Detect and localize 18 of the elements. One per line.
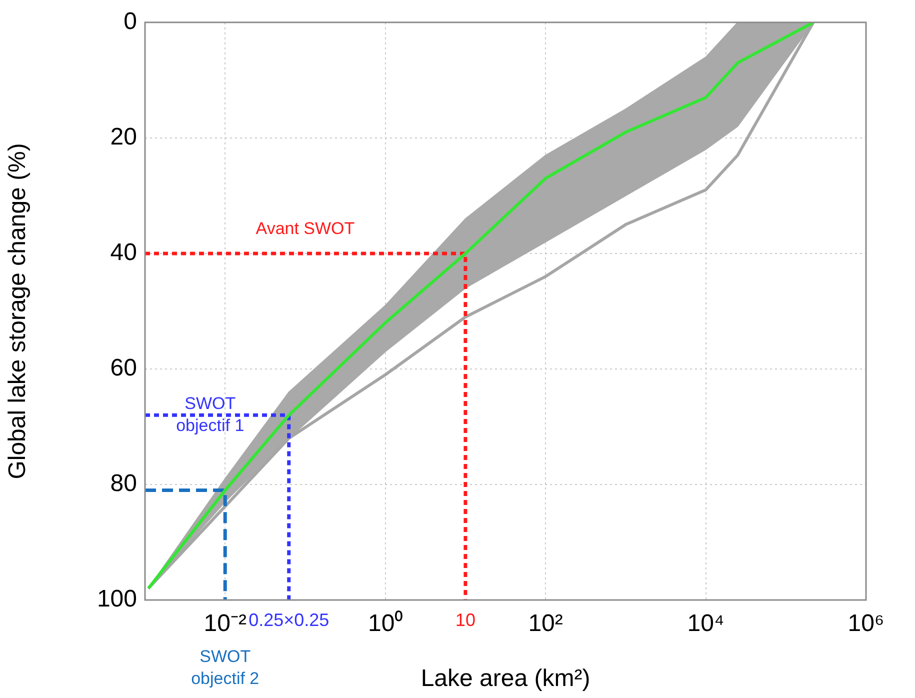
y-tick-label: 100 (96, 586, 137, 613)
x-axis-title: Lake area (km²) (420, 665, 590, 692)
x-tick-label: 10⁴ (687, 610, 724, 638)
x-tick-label: 10⁻² (204, 610, 246, 638)
x-tick-label: 0.25×0.25 (248, 610, 330, 630)
y-tick-label: 0 (124, 8, 137, 36)
y-tick-label: 40 (110, 239, 137, 266)
y-tick-label: 80 (110, 470, 137, 498)
x-tick-label: 10⁶ (848, 610, 884, 638)
annotation: Avant SWOT (256, 219, 355, 238)
y-axis-title: Global lake storage change (%) (4, 143, 32, 480)
y-tick-label: 20 (110, 124, 137, 151)
annotation: SWOT objectif 1 (176, 394, 244, 435)
x-tick-label: 10² (528, 610, 563, 638)
text: SWOT objectif 2 (190, 646, 260, 690)
x-tick-label: 10⁰ (368, 610, 403, 638)
x-tick-label: 10 (455, 610, 476, 630)
y-tick-label: 60 (110, 354, 137, 382)
